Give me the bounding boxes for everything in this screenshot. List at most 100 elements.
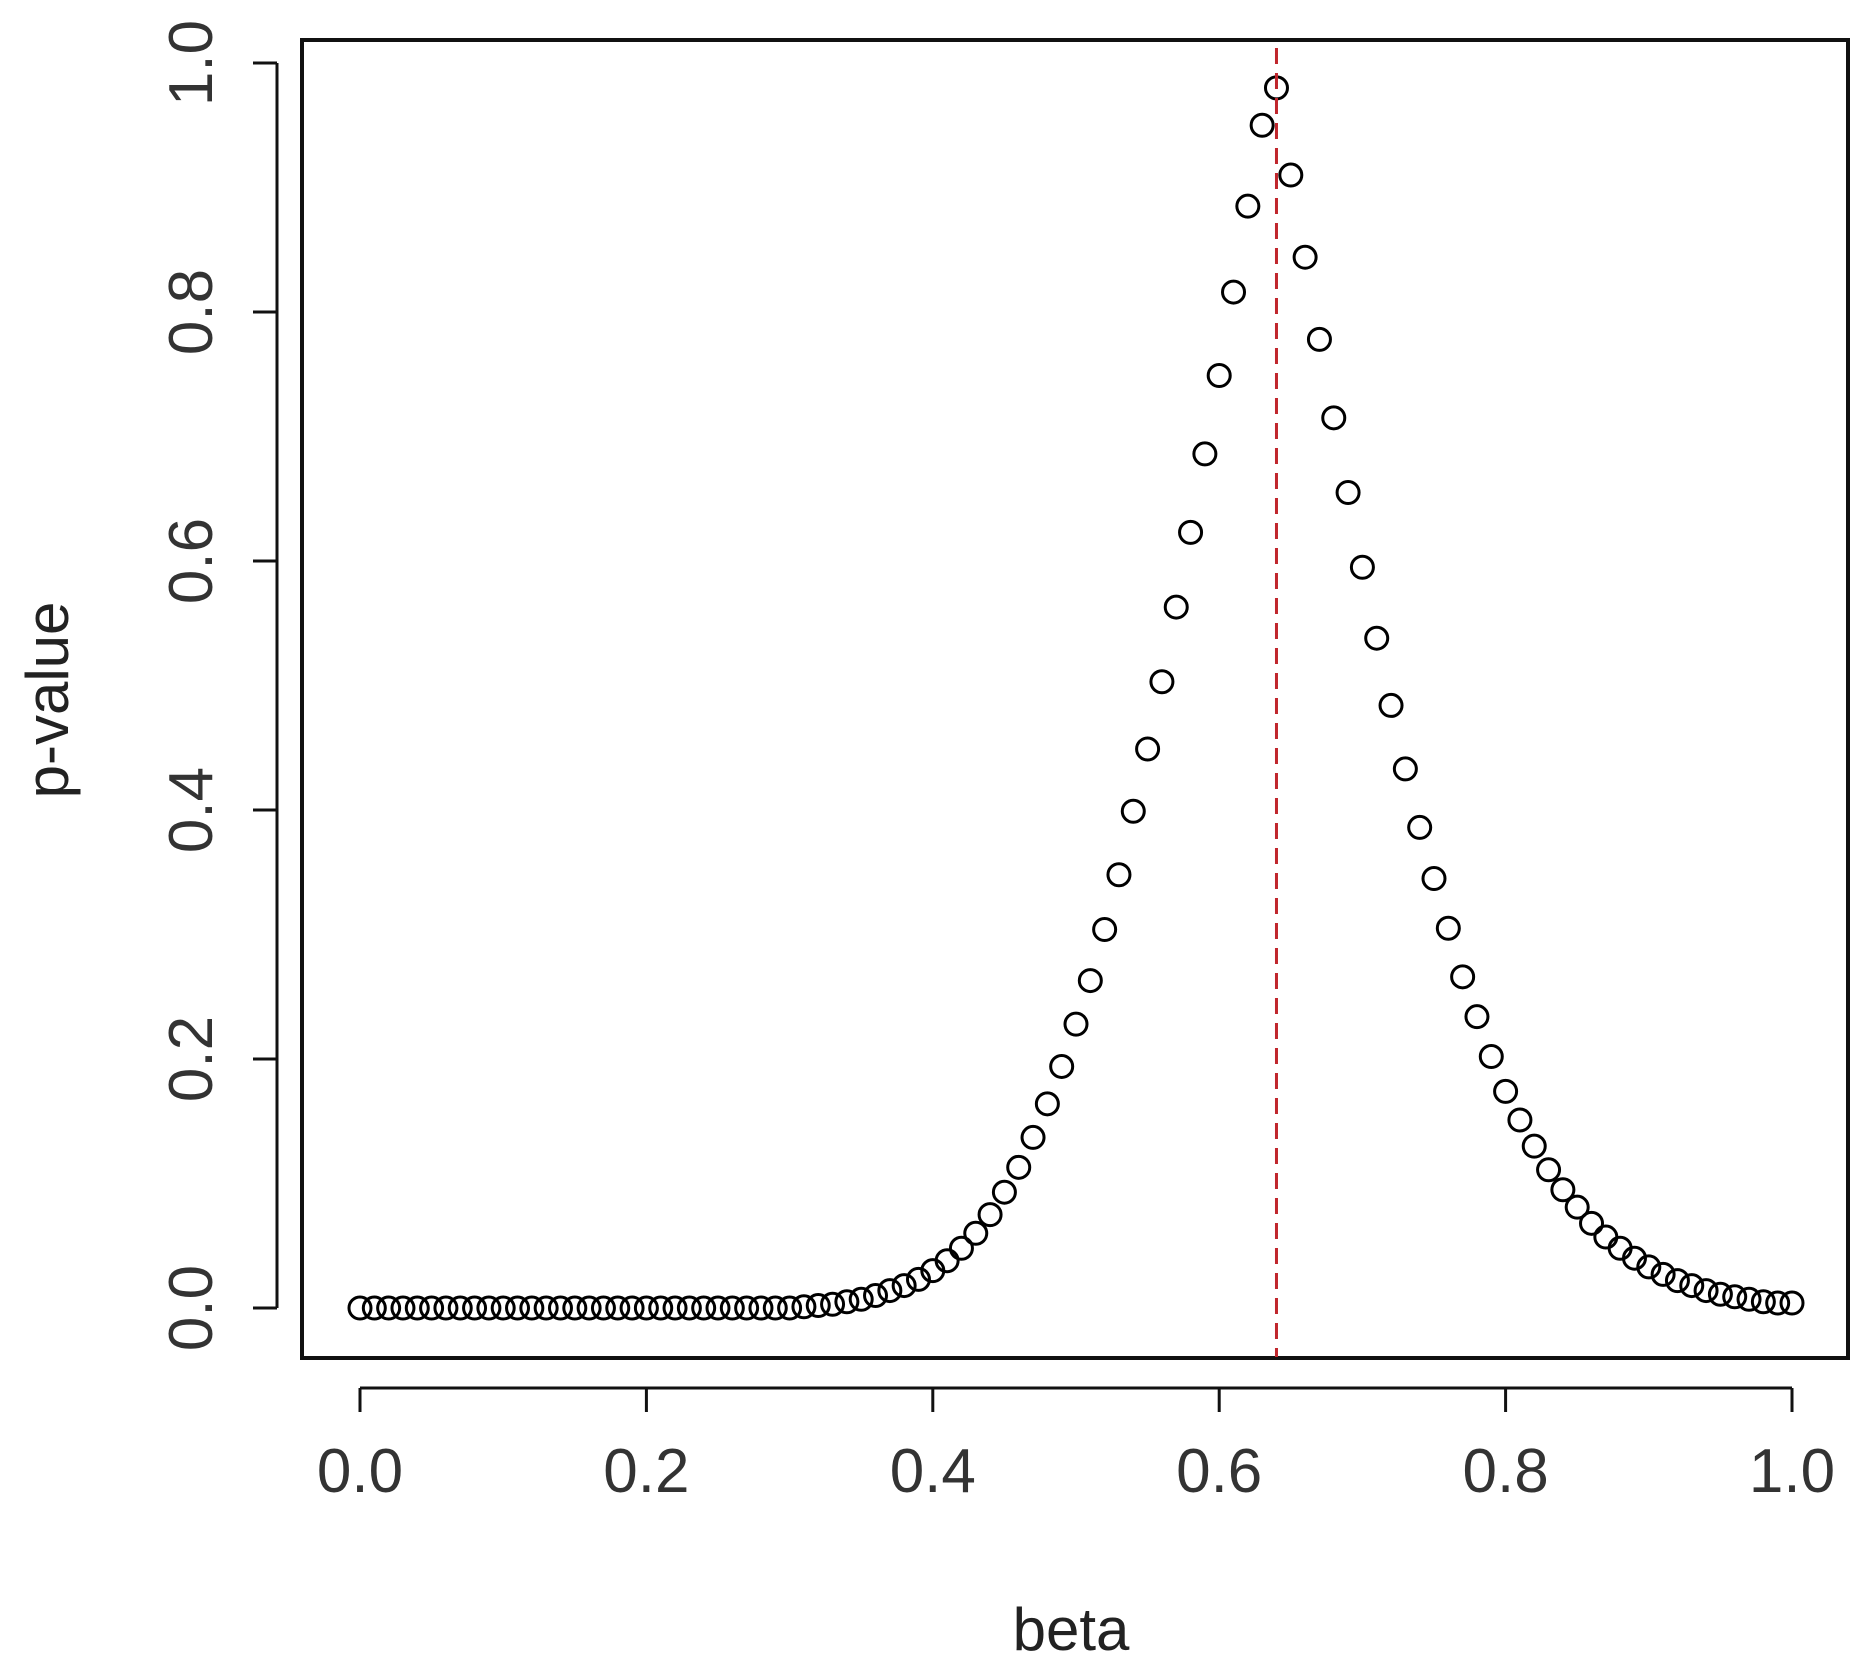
data-point <box>863 1283 889 1309</box>
y-tick-label: 0.8 <box>157 269 226 355</box>
y-tick-label: 0.6 <box>157 518 226 604</box>
data-points <box>347 75 1805 1321</box>
data-point <box>547 1295 573 1321</box>
x-tick-label: 0.8 <box>1462 1437 1548 1506</box>
plot-frame <box>300 38 1850 1360</box>
x-tick-label: 0.0 <box>317 1437 403 1506</box>
data-point <box>1034 1091 1060 1117</box>
data-point <box>1092 917 1118 943</box>
data-point <box>1235 193 1261 219</box>
x-tick-label: 1.0 <box>1749 1437 1835 1506</box>
data-point <box>533 1295 559 1321</box>
data-point <box>948 1235 974 1261</box>
data-point <box>619 1295 645 1321</box>
data-point <box>1435 915 1461 941</box>
data-point <box>1049 1053 1075 1079</box>
y-tick-label: 0.4 <box>157 767 226 853</box>
data-point <box>1550 1177 1576 1203</box>
data-point <box>1349 554 1375 580</box>
data-point <box>848 1286 874 1312</box>
x-tick-label: 0.6 <box>1176 1437 1262 1506</box>
data-point <box>1521 1133 1547 1159</box>
data-point <box>877 1278 903 1304</box>
data-point <box>1221 279 1247 305</box>
data-point <box>1063 1011 1089 1037</box>
data-point <box>662 1295 688 1321</box>
data-point <box>1450 964 1476 990</box>
data-point <box>891 1273 917 1299</box>
data-point <box>1163 594 1189 620</box>
data-point <box>1507 1107 1533 1133</box>
data-point <box>1478 1044 1504 1070</box>
data-point <box>1722 1284 1748 1310</box>
data-point <box>905 1266 931 1292</box>
data-point <box>1278 162 1304 188</box>
data-point <box>834 1289 860 1315</box>
data-point <box>777 1295 803 1321</box>
y-tick-label: 0.0 <box>157 1265 226 1351</box>
data-point <box>805 1293 831 1319</box>
data-point <box>1579 1210 1605 1236</box>
data-point <box>1335 480 1361 506</box>
data-point <box>505 1295 531 1321</box>
data-point <box>1664 1268 1690 1294</box>
data-point <box>1135 736 1161 762</box>
data-point <box>1106 862 1132 888</box>
data-point <box>1292 244 1318 270</box>
data-point <box>633 1295 659 1321</box>
data-point <box>762 1295 788 1321</box>
data-point <box>963 1220 989 1246</box>
data-point <box>1006 1154 1032 1180</box>
data-point <box>748 1295 774 1321</box>
data-point <box>1464 1004 1490 1030</box>
data-point <box>719 1295 745 1321</box>
data-point <box>1421 865 1447 891</box>
y-tick-label: 0.2 <box>157 1016 226 1102</box>
x-axis: 0.0 0.2 0.4 0.6 0.8 1.0 <box>317 1386 1835 1506</box>
data-point <box>404 1295 430 1321</box>
data-point <box>361 1295 387 1321</box>
data-point <box>1249 112 1275 138</box>
data-point <box>1593 1224 1619 1250</box>
data-point <box>1650 1261 1676 1287</box>
data-point <box>590 1295 616 1321</box>
data-point <box>820 1291 846 1317</box>
y-axis-title: p-value <box>14 602 81 799</box>
data-point <box>519 1295 545 1321</box>
x-tick-label: 0.2 <box>603 1437 689 1506</box>
data-point <box>347 1295 373 1321</box>
data-point <box>1679 1273 1705 1299</box>
data-point <box>433 1295 459 1321</box>
y-tick-label: 1.0 <box>157 20 226 106</box>
x-axis-title: beta <box>1013 1596 1130 1663</box>
data-point <box>1621 1245 1647 1271</box>
data-point <box>1077 968 1103 994</box>
data-point <box>1321 405 1347 431</box>
data-point <box>991 1179 1017 1205</box>
data-point <box>648 1295 674 1321</box>
data-point <box>447 1295 473 1321</box>
data-point <box>1120 798 1146 824</box>
data-point <box>1206 362 1232 388</box>
data-point <box>1178 519 1204 545</box>
data-point <box>1750 1289 1776 1315</box>
data-point <box>1306 326 1332 352</box>
data-point <box>1493 1078 1519 1104</box>
data-point <box>605 1295 631 1321</box>
data-point <box>376 1295 402 1321</box>
data-point <box>476 1295 502 1321</box>
data-point <box>1693 1278 1719 1304</box>
data-point <box>791 1294 817 1320</box>
x-tick-label: 0.4 <box>890 1437 976 1506</box>
data-point <box>1378 692 1404 718</box>
data-point <box>1636 1254 1662 1280</box>
data-point <box>705 1295 731 1321</box>
data-point <box>977 1202 1003 1228</box>
data-point <box>1392 756 1418 782</box>
data-point <box>390 1295 416 1321</box>
data-point <box>1765 1290 1791 1316</box>
data-point <box>1779 1290 1805 1316</box>
data-point <box>462 1295 488 1321</box>
data-point <box>1192 441 1218 467</box>
